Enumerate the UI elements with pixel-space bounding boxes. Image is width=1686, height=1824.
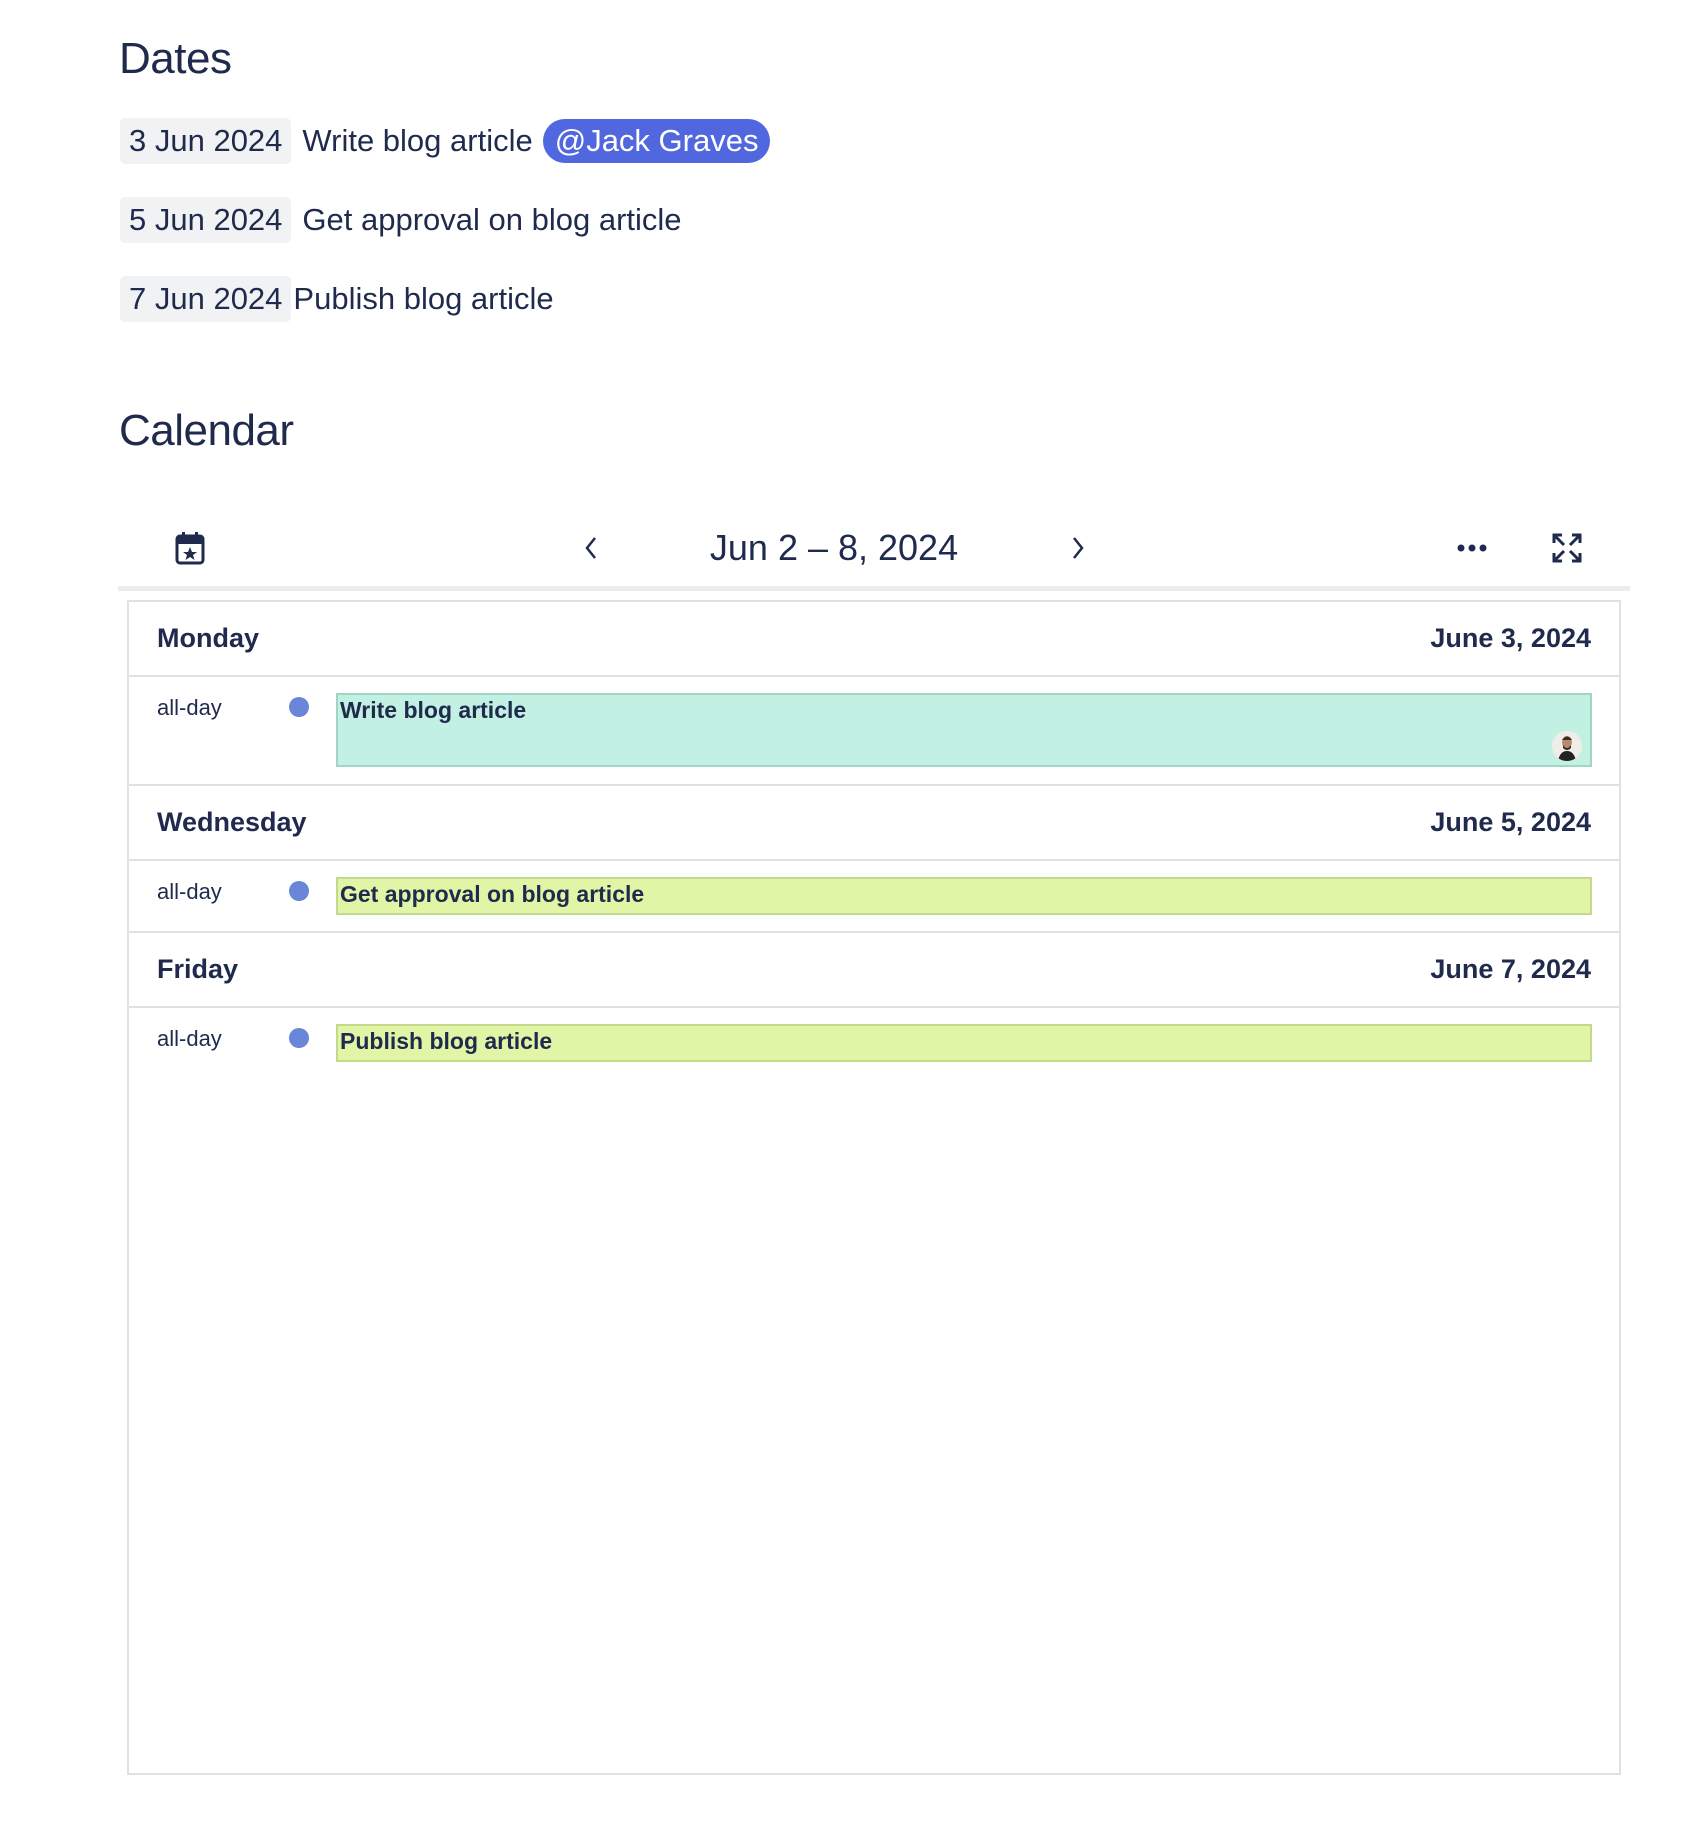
day-date: June 5, 2024 [1430, 807, 1591, 837]
date-chip[interactable]: 3 Jun 2024 [120, 118, 292, 164]
date-item-text: Get approval on blog article [302, 202, 682, 237]
calendar-toolbar: Jun 2 – 8, 2024 [118, 510, 1630, 591]
calendar-heading: Calendar [119, 406, 294, 455]
event-dot [289, 1028, 309, 1048]
event-publish-blog-article[interactable]: Publish blog article [336, 1024, 1592, 1062]
calendar-list-view: Monday June 3, 2024 all-day Write blog ar… [127, 600, 1621, 1775]
all-day-label: all-day [157, 695, 222, 720]
date-item: 3 Jun 2024 Write blog article @Jack Grav… [120, 118, 771, 164]
chevron-right-icon[interactable] [1070, 535, 1086, 561]
event-title: Get approval on blog article [340, 881, 645, 907]
date-chip[interactable]: 5 Jun 2024 [120, 197, 292, 243]
date-item-text: Publish blog article [293, 281, 554, 316]
day-header: Friday June 7, 2024 [129, 933, 1619, 1008]
dates-heading: Dates [119, 34, 232, 83]
all-day-row: all-day Get approval on blog article [129, 861, 1619, 933]
event-write-blog-article[interactable]: Write blog article [336, 693, 1592, 767]
date-item: 5 Jun 2024 Get approval on blog article [120, 197, 682, 243]
date-range-title: Jun 2 – 8, 2024 [709, 527, 959, 568]
day-date: June 3, 2024 [1430, 623, 1591, 653]
weekday: Monday [157, 623, 260, 653]
chevron-left-icon[interactable] [583, 535, 599, 561]
event-title: Write blog article [340, 697, 527, 723]
user-mention[interactable]: @Jack Graves [542, 119, 771, 163]
date-item-text: Write blog article [302, 123, 533, 158]
event-dot [289, 881, 309, 901]
day-header: Wednesday June 5, 2024 [129, 786, 1619, 861]
weekday: Friday [157, 954, 239, 984]
weekday: Wednesday [157, 807, 307, 837]
all-day-label: all-day [157, 1026, 222, 1051]
calendar-star-icon[interactable] [174, 531, 206, 565]
day-date: June 7, 2024 [1430, 954, 1591, 984]
date-chip[interactable]: 7 Jun 2024 [120, 276, 292, 322]
date-item: 7 Jun 2024 Publish blog article [120, 276, 554, 322]
assignee-avatar[interactable] [1552, 731, 1582, 761]
event-title: Publish blog article [340, 1028, 553, 1054]
all-day-row: all-day Write blog article [129, 677, 1619, 786]
expand-icon[interactable] [1551, 532, 1583, 564]
event-get-approval[interactable]: Get approval on blog article [336, 877, 1592, 915]
more-icon[interactable] [1457, 543, 1487, 553]
all-day-row: all-day Publish blog article [129, 1008, 1619, 1084]
day-header: Monday June 3, 2024 [129, 602, 1619, 677]
event-dot [289, 697, 309, 717]
all-day-label: all-day [157, 879, 222, 904]
